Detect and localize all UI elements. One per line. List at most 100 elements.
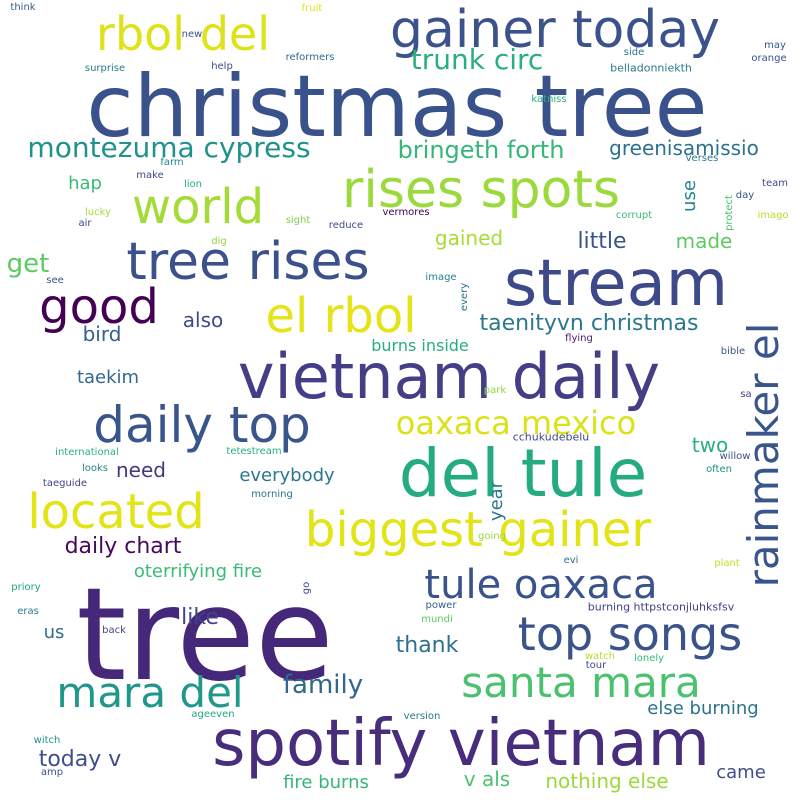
- word-mundi: mundi: [421, 614, 453, 625]
- word-plant: plant: [714, 558, 740, 569]
- word-willow: willow: [719, 451, 751, 462]
- word-ageeven: ageeven: [191, 709, 235, 720]
- word-dig: dig: [211, 236, 227, 247]
- word-fruit: fruit: [301, 3, 323, 14]
- word-international: international: [55, 447, 119, 458]
- word-tetestream: tetestream: [226, 446, 282, 457]
- word-daily-chart: daily chart: [64, 534, 182, 559]
- word-back: back: [102, 625, 126, 636]
- word-air: air: [78, 218, 92, 229]
- word-lion: lion: [183, 179, 203, 190]
- word-make: make: [136, 170, 164, 181]
- word-vietnam-daily: vietnam daily: [237, 340, 661, 413]
- word-help: help: [211, 61, 233, 72]
- word-corrupt: corrupt: [615, 210, 653, 221]
- word-use: use: [679, 180, 700, 212]
- word-fire-burns: fire burns: [283, 772, 369, 793]
- word-katniss: katniss: [531, 94, 567, 105]
- word-bird: bird: [82, 322, 122, 346]
- word-sa: sa: [740, 389, 752, 400]
- word-surprise: surprise: [84, 63, 126, 74]
- word-day: day: [735, 190, 755, 201]
- word-taeguide: taeguide: [42, 478, 88, 489]
- word-today-v: today v: [38, 747, 122, 772]
- word-world: world: [131, 179, 265, 235]
- word-came: came: [716, 762, 766, 783]
- word-protect: protect: [724, 195, 735, 231]
- word-like: like: [181, 605, 219, 630]
- word-image: image: [425, 272, 457, 283]
- word-spotify-vietnam: spotify vietnam: [212, 707, 710, 781]
- word-reduce: reduce: [328, 220, 364, 231]
- word-year: year: [486, 480, 507, 522]
- word-go: go: [301, 581, 312, 595]
- word-may: may: [764, 40, 786, 51]
- word-power: power: [425, 600, 457, 611]
- word-park: park: [483, 385, 507, 396]
- word-lonely: lonely: [633, 653, 665, 664]
- word-good: good: [39, 279, 159, 335]
- word-often: often: [706, 464, 732, 475]
- word-located: located: [27, 484, 205, 540]
- word-evi: evi: [563, 555, 579, 566]
- word-burning-httpstconjluhksfsv: burning httpstconjluhksfsv: [587, 600, 735, 614]
- word-belladonniekth: belladonniekth: [610, 61, 692, 75]
- word-daily-top: daily top: [93, 396, 311, 454]
- word-mara-del: mara del: [56, 668, 244, 717]
- word-everybody: everybody: [239, 465, 335, 486]
- word-side: side: [623, 47, 645, 58]
- word-us: us: [43, 622, 65, 643]
- word-watch: watch: [584, 651, 616, 662]
- word-nothing-else: nothing else: [545, 769, 669, 793]
- word-oterrifying-fire: oterrifying fire: [133, 561, 263, 582]
- word-taenityvn-christmas: taenityvn christmas: [479, 311, 699, 336]
- word-imago: imago: [757, 210, 789, 221]
- word-reformers: reformers: [285, 52, 335, 63]
- word-amp: amp: [40, 767, 64, 778]
- word-tule-oaxaca: tule oaxaca: [424, 562, 658, 608]
- word-christmas-tree: christmas tree: [86, 57, 708, 157]
- word-stream: stream: [503, 247, 729, 321]
- word-rises-spots: rises spots: [342, 160, 620, 220]
- word-need: need: [116, 458, 166, 482]
- word-team: team: [762, 178, 788, 189]
- word-get: get: [6, 249, 50, 279]
- word-two: two: [691, 433, 729, 457]
- word-tree: tree: [76, 561, 334, 710]
- word-top-songs: top songs: [517, 607, 743, 661]
- word-montezuma-cypress: montezuma cypress: [27, 131, 311, 164]
- word-bringeth-forth: bringeth forth: [397, 136, 565, 164]
- word-greenisamissio: greenisamissio: [609, 136, 759, 160]
- word-see: see: [46, 275, 64, 286]
- word-biggest-gainer: biggest gainer: [304, 502, 652, 558]
- word-sight: sight: [285, 215, 311, 226]
- word-family: family: [282, 670, 364, 700]
- word-lucky: lucky: [85, 207, 111, 218]
- word-think: think: [10, 2, 36, 13]
- word-del-tule: del tule: [398, 435, 648, 512]
- word-rbol-del: rbol del: [96, 7, 270, 61]
- word-flying: flying: [565, 333, 593, 344]
- word-version: version: [403, 711, 441, 722]
- word-eras: eras: [17, 606, 39, 617]
- word-bible: bible: [720, 346, 746, 357]
- word-verses: verses: [685, 153, 719, 164]
- word-tour: tour: [585, 660, 607, 671]
- word-thank: thank: [395, 633, 459, 658]
- word-little: little: [577, 229, 627, 254]
- word-farm: farm: [160, 157, 184, 168]
- word-new: new: [181, 29, 203, 40]
- word-priory: priory: [11, 582, 41, 593]
- word-witch: witch: [33, 735, 61, 746]
- word-every: every: [459, 282, 470, 312]
- word-also: also: [182, 308, 224, 332]
- word-hap: hap: [68, 173, 102, 194]
- word-burns-inside: burns inside: [371, 336, 469, 355]
- word-gained: gained: [434, 226, 504, 250]
- word-trunk-circ: trunk circ: [410, 43, 544, 76]
- word-taekim: taekim: [76, 367, 140, 388]
- word-gainer-today: gainer today: [389, 0, 721, 60]
- word-oaxaca-mexico: oaxaca mexico: [395, 404, 637, 442]
- word-else-burning: else burning: [647, 698, 759, 719]
